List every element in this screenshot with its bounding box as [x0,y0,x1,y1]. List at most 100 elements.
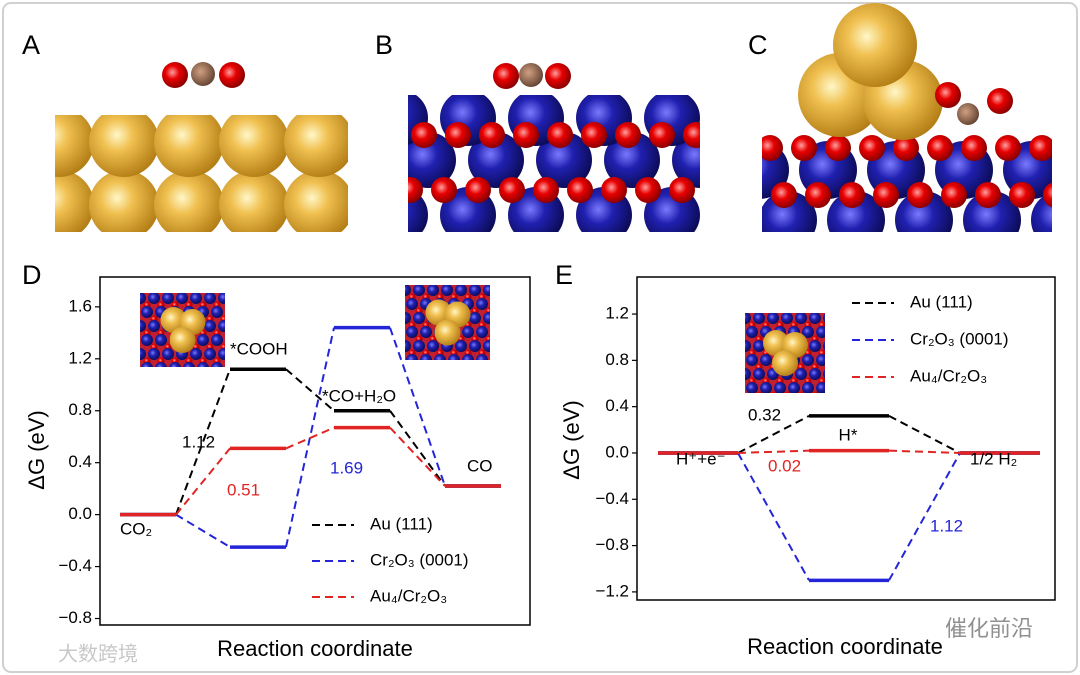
atom [405,340,411,352]
y-tick-label: 1.2 [605,304,629,323]
atom [204,320,216,332]
x-axis-label: Reaction coordinate [217,636,413,661]
atom [753,368,765,380]
atom [141,362,153,367]
y-tick-label: −0.8 [595,535,629,554]
connector [737,452,810,581]
state-label: H* [839,425,858,444]
y-tick-label: 0.0 [605,442,629,461]
atom [427,285,439,296]
legend-label: Au (111) [370,514,433,533]
state-label: *CO+H₂O [322,386,396,405]
connector [888,415,961,454]
atom [140,320,146,332]
connector [888,452,961,581]
state-label: CO₂ [120,519,152,538]
atom [413,340,425,352]
y-tick-label: −1.2 [595,581,629,600]
atom [411,122,437,148]
atom [169,327,196,353]
atom [816,382,825,393]
atom [462,326,474,338]
atom [219,115,289,177]
atom [420,326,432,338]
atom [683,122,700,148]
atom [745,368,751,380]
atom [649,122,675,148]
legend-label: Cr₂O₃ (0001) [370,550,469,569]
atom [479,122,505,148]
atom [448,354,460,360]
atom [533,177,559,203]
atom [190,348,202,360]
atom [204,348,216,360]
atom [859,135,885,161]
atom [995,135,1021,161]
inset [140,293,225,367]
panel-label: C [748,30,768,60]
y-tick-label: −0.8 [58,608,92,627]
plot-frame [99,276,531,626]
atom [745,313,751,324]
atom [1043,182,1052,208]
atom [190,293,202,304]
atom [823,369,825,379]
atom [434,354,446,360]
annotation: 0.32 [748,405,781,424]
legend-label: Au (111) [910,292,973,311]
atom [839,182,865,208]
atom [218,293,225,304]
atom [483,285,490,296]
atom [975,182,1001,208]
atom [987,88,1013,114]
atom [141,334,153,346]
atom [784,391,790,393]
y-tick-label: 0.4 [68,452,92,471]
state-label: 1/2 H₂ [970,449,1017,468]
atom [809,340,821,352]
atom [469,340,481,352]
connector [175,513,231,548]
atom [408,177,423,203]
atom [140,293,146,304]
atom [809,313,821,324]
atom [567,177,593,203]
atom [615,122,641,148]
atom [760,382,772,393]
atom [55,170,94,232]
atom [961,135,987,161]
atom [669,177,695,203]
inset [405,285,490,360]
atom [825,135,851,161]
atom [469,312,481,324]
atom [455,285,467,296]
atom [434,319,461,346]
y-tick-label: 0.8 [68,400,92,419]
atom [413,285,425,296]
atom [791,135,817,161]
connector [737,449,810,454]
atom [89,115,159,177]
connector [285,426,335,450]
y-tick-label: 0.8 [605,350,629,369]
legend-label: Au₄/Cr₂O₃ [370,586,447,605]
atom [795,368,807,380]
atom [169,362,181,367]
atom [211,362,223,367]
panel-label: E [555,260,573,290]
atom [406,298,418,310]
y-tick-label: 0.4 [605,396,629,415]
connector [285,368,335,412]
y-tick-label: 0.0 [68,504,92,523]
connector [175,447,231,516]
atom [805,182,831,208]
atom [211,334,223,346]
watermark: 大数跨境 [58,642,138,665]
atom [604,132,660,188]
slab-c [762,135,1052,232]
atom [476,298,488,310]
atom [148,293,160,304]
panel-label: D [22,260,42,290]
atom [935,82,961,108]
atom [941,182,967,208]
